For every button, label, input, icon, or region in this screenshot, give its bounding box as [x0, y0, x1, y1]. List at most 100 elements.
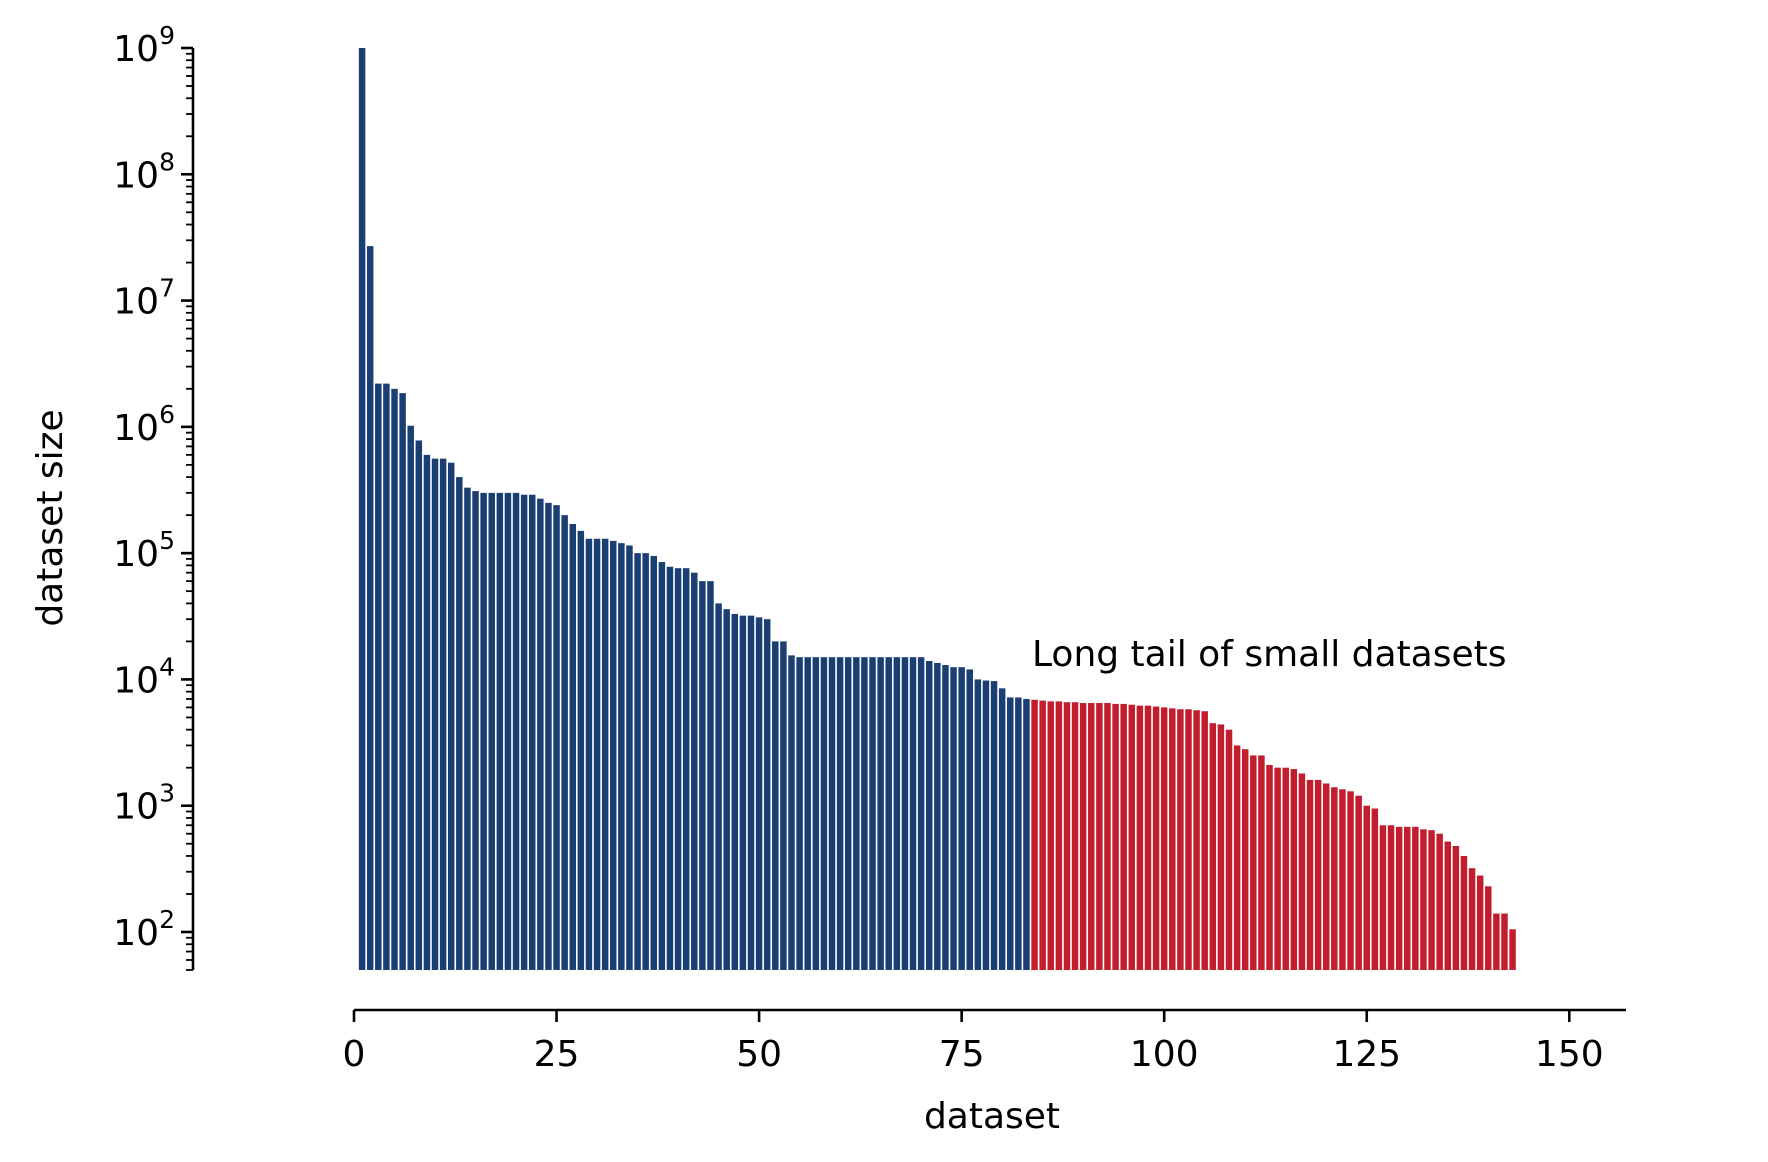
bar — [1460, 855, 1468, 970]
y-tick-label: 106 — [113, 400, 175, 449]
bar — [893, 657, 901, 970]
bar — [1079, 703, 1087, 970]
bar — [1258, 755, 1265, 970]
bar — [812, 657, 820, 970]
y-tick-label: 108 — [113, 147, 175, 196]
bar — [1241, 749, 1249, 970]
bar — [358, 48, 366, 970]
bar — [553, 505, 560, 970]
bar — [1444, 841, 1451, 970]
bar — [1201, 711, 1208, 970]
y-axis: 102 103 104 105 106 107 108 109 — [113, 21, 195, 971]
bar — [464, 487, 471, 970]
bar — [1104, 703, 1111, 970]
bar — [1509, 929, 1516, 970]
bar — [755, 617, 763, 970]
bar — [1128, 704, 1136, 970]
bar — [431, 458, 439, 970]
bar — [699, 581, 706, 970]
bar — [1225, 729, 1233, 970]
bar — [1452, 845, 1460, 970]
bar — [577, 530, 585, 970]
bar — [1250, 755, 1257, 970]
bar — [1193, 710, 1200, 970]
bar — [796, 657, 803, 970]
bar — [691, 572, 698, 970]
bar — [877, 657, 884, 970]
bar — [836, 657, 844, 970]
bar — [1355, 795, 1362, 970]
bar — [610, 540, 617, 970]
y-tick-label: 107 — [113, 274, 175, 323]
x-tick-label: 75 — [939, 1034, 985, 1075]
bar — [1266, 765, 1273, 970]
bar — [1339, 789, 1346, 970]
bar — [512, 492, 520, 970]
bar — [958, 667, 965, 970]
bar — [844, 657, 852, 970]
x-tick-label: 50 — [736, 1034, 782, 1075]
bar — [828, 657, 836, 970]
bar — [820, 657, 828, 970]
bar — [1331, 787, 1338, 970]
bar — [1476, 875, 1484, 970]
bar — [1144, 705, 1152, 970]
bar — [942, 665, 949, 970]
x-tick-label: 150 — [1535, 1034, 1604, 1075]
x-tick-label: 25 — [534, 1034, 580, 1075]
bar — [739, 615, 747, 970]
bar — [780, 641, 787, 970]
bar — [447, 462, 455, 970]
bar — [917, 657, 925, 970]
bar — [1322, 783, 1330, 970]
bar — [998, 688, 1006, 970]
bar — [520, 494, 528, 970]
bar — [407, 425, 414, 970]
bar — [1063, 702, 1071, 970]
bar — [982, 680, 990, 970]
bar — [1031, 699, 1038, 970]
x-tick-label: 100 — [1130, 1034, 1199, 1075]
bar — [715, 603, 722, 970]
bar — [650, 555, 658, 970]
bar — [1217, 724, 1225, 970]
bar — [1306, 779, 1314, 970]
bar — [366, 246, 374, 971]
bar — [601, 538, 609, 970]
bar — [1023, 698, 1030, 970]
bar — [423, 454, 431, 970]
bar — [1436, 833, 1443, 970]
bar — [772, 641, 779, 970]
bar — [1007, 697, 1014, 970]
bar — [861, 657, 868, 970]
bar — [1071, 702, 1079, 970]
bar — [642, 553, 649, 970]
bar — [1395, 826, 1403, 970]
bar — [990, 681, 998, 970]
bar — [569, 524, 576, 970]
y-tick-label: 102 — [113, 905, 175, 954]
y-tick-label: 104 — [113, 652, 175, 701]
bar — [1282, 767, 1289, 970]
bar — [950, 667, 957, 970]
bar — [1485, 886, 1492, 970]
bar — [869, 657, 876, 970]
bar — [682, 568, 690, 970]
bar — [391, 388, 398, 971]
bar — [1274, 767, 1281, 970]
bar — [456, 477, 463, 970]
bar — [1363, 805, 1370, 970]
bar — [618, 543, 625, 970]
bar — [1387, 825, 1395, 970]
bar — [666, 566, 674, 970]
bar — [763, 619, 771, 970]
bar — [480, 492, 487, 970]
bar — [537, 498, 544, 970]
bar — [634, 553, 641, 970]
bar — [1177, 709, 1184, 970]
bar — [1169, 708, 1176, 970]
bar — [1185, 709, 1192, 970]
bar — [561, 515, 568, 970]
bar — [626, 545, 633, 970]
bar — [1404, 826, 1411, 970]
